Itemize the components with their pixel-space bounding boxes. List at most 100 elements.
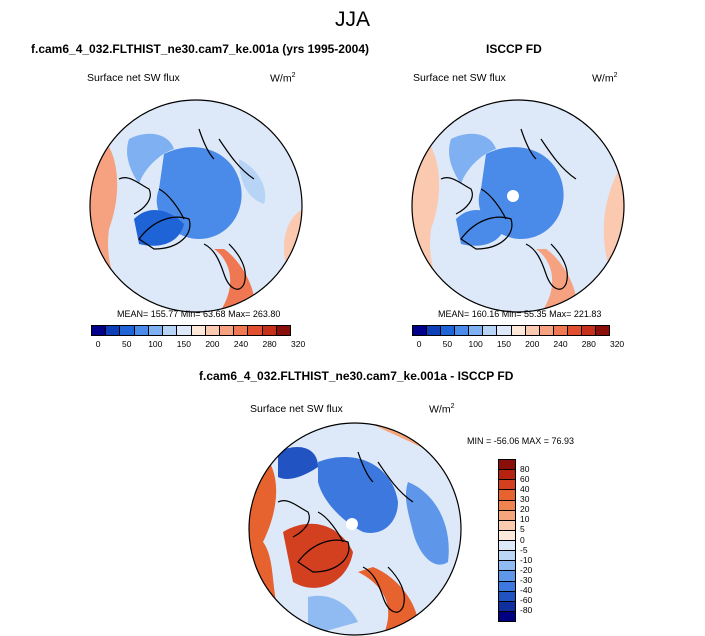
panel2-units: W/m2 [592,72,618,85]
panel3-colorbar-tick-label: -20 [520,564,533,575]
panel3-colorbar-tick-label: 0 [520,534,525,545]
panel1-colorbar-tick-label: 100 [148,339,163,349]
panel3-colorbar-swatch [499,480,515,491]
panel2-colorbar-tick-label: 240 [553,339,568,349]
panel3-colorbar-swatch [499,490,515,501]
panel3-coastline-canada [277,500,344,543]
panel2-colorbar-tick-label: 150 [496,339,512,349]
panel2-cold-central [478,147,564,239]
panel2-colorbar-swatch [441,326,456,335]
panel2-colorbar-swatch [596,326,610,335]
panel1-colorbar-tick-label: 50 [121,339,132,349]
panel2-colorbar-swatch [525,326,540,335]
panel1-colorbar-swatch [163,326,178,335]
panel1-colorbar-swatch [262,326,277,335]
panel2-colorbar-swatch [497,326,512,335]
panel3-coastline-siberia [357,451,414,503]
panel3-warm-region-scandinavia [358,567,419,635]
panel3-colorbar-tick-label: -60 [520,594,533,605]
panel1-colorbar-tick-label: 200 [205,339,220,349]
panel2-title: ISCCP FD [486,42,542,56]
panel3-colorbar-tick-label: 5 [520,524,525,535]
panel1-colorbar-swatch [92,326,107,335]
panel1-colorbar-swatch [177,326,192,335]
panel3-colorbar-tick-label: -10 [520,554,533,565]
panel3-units: W/m2 [429,403,455,416]
panel1-colorbar-tick-label: 280 [262,339,277,349]
panel3-coastline-greenland [297,539,350,573]
panel3-colorbar-tick-label: -80 [520,604,533,615]
panel1-colorbar-ticks: 0 50 100 150 200 240 280 320 [91,337,305,351]
panel2-colorbar-ticks: 0 50 100 150 200 240 280 320 [412,337,624,351]
main-title: JJA [334,8,370,31]
panel3-colorbar-swatch [499,551,515,562]
panel1-colorbar-tick-label: 240 [233,339,249,349]
panel3-title: f.cam6_4_032.FLTHIST_ne30.cam7_ke.001a -… [199,369,514,383]
panel2-colorbar-swatch [539,326,554,335]
panel1-stats: MEAN= 155.77 Min= 63.68 Max= 263.80 [117,309,281,319]
panel3-polar-map [248,422,462,636]
panel1-colorbar-swatch [219,326,235,335]
panel1-colorbar-swatch [248,326,263,335]
panel1-colorbar-swatch [234,326,249,335]
panel1-units: W/m2 [270,72,296,85]
panel3-variable-label: Surface net SW flux [250,403,343,415]
panel2-colorbar-tick-label: 200 [525,339,540,349]
panel3-colorbar-tick-label: -5 [520,544,528,555]
panel1-coastline-siberia [198,128,255,180]
panel2-polar-hole [507,190,519,202]
panel1-colorbar-tick-label: 0 [95,339,101,349]
panel2-coastline-siberia [520,128,577,180]
panel3-colorbar-swatch [499,500,515,511]
panel3-stats: MIN = -56.06 MAX = 76.93 [467,436,575,446]
panel2-colorbar-swatch [553,326,568,335]
panel1-colorbar-swatch [205,326,220,335]
panel1-variable-label: Surface net SW flux [87,72,180,84]
panel2-stats: MEAN= 160.16 Min= 55.35 Max= 221.83 [438,309,602,319]
panel1-colorbar-tick-label: 320 [291,339,306,349]
panel3-colorbar-swatch [499,541,515,552]
panel3-colorbar [498,459,516,622]
panel1-colorbar-swatch [120,326,135,335]
panel2-map-boundary [411,99,625,313]
panel2-colorbar-tick-label: 50 [442,339,453,349]
panel3-colorbar-tick-label: -40 [520,584,533,595]
panel3-colorbar-swatch [499,561,515,572]
panel2-colorbar-tick-label: 320 [609,339,625,349]
panel1-polar-map [89,99,303,313]
panel3-colorbar-tick-label: -30 [520,574,533,585]
panel3-colorbar-swatch [499,520,515,531]
panel3-colorbar-swatch [499,571,515,582]
panel2-warm-region-scandinavia [536,249,577,312]
panel2-colorbar-tick-label: 0 [416,339,422,349]
panel2-cold-greenland [456,209,506,246]
panel1-colorbar [91,325,291,336]
panel2-coastline-canada [440,177,507,220]
panel2-colorbar [412,325,610,336]
panel3-colorbar-swatch [499,591,515,602]
panel1-colorbar-swatch [148,326,164,335]
panel3-cold-east [405,482,449,565]
panel2-cold-arc [449,133,496,184]
panel2-colorbar-swatch [427,326,442,335]
panel3-colorbar-swatch [499,601,515,612]
panel3-colorbar-ticks: 80 60 40 30 20 10 5 0 -5 -10 -20 -30 -40 -60 -80 [520,459,550,622]
panel3-colorbar-tick-label: 30 [520,494,530,505]
panel1-colorbar-swatch [134,326,149,335]
panel3-colorbar-swatch [499,530,515,541]
panel2-colorbar-swatch [567,326,582,335]
panel2-coastline-eurasia [525,243,568,290]
panel3-cold-south [308,595,358,635]
panel1-light-patch [239,159,266,204]
panel1-colorbar-swatch [276,326,291,335]
panel2-coastline-greenland [460,216,513,250]
panel2-colorbar-swatch [511,326,526,335]
panel2-variable-label: Surface net SW flux [413,72,506,84]
panel3-colorbar-swatch [499,611,515,621]
panel3-colorbar-tick-label: 20 [520,504,530,515]
panel2-colorbar-swatch [469,326,484,335]
panel2-colorbar-swatch [581,326,597,335]
panel3-cold-northwest [278,447,318,479]
panel2-polar-map [411,99,625,313]
panel2-colorbar-swatch [455,326,470,335]
